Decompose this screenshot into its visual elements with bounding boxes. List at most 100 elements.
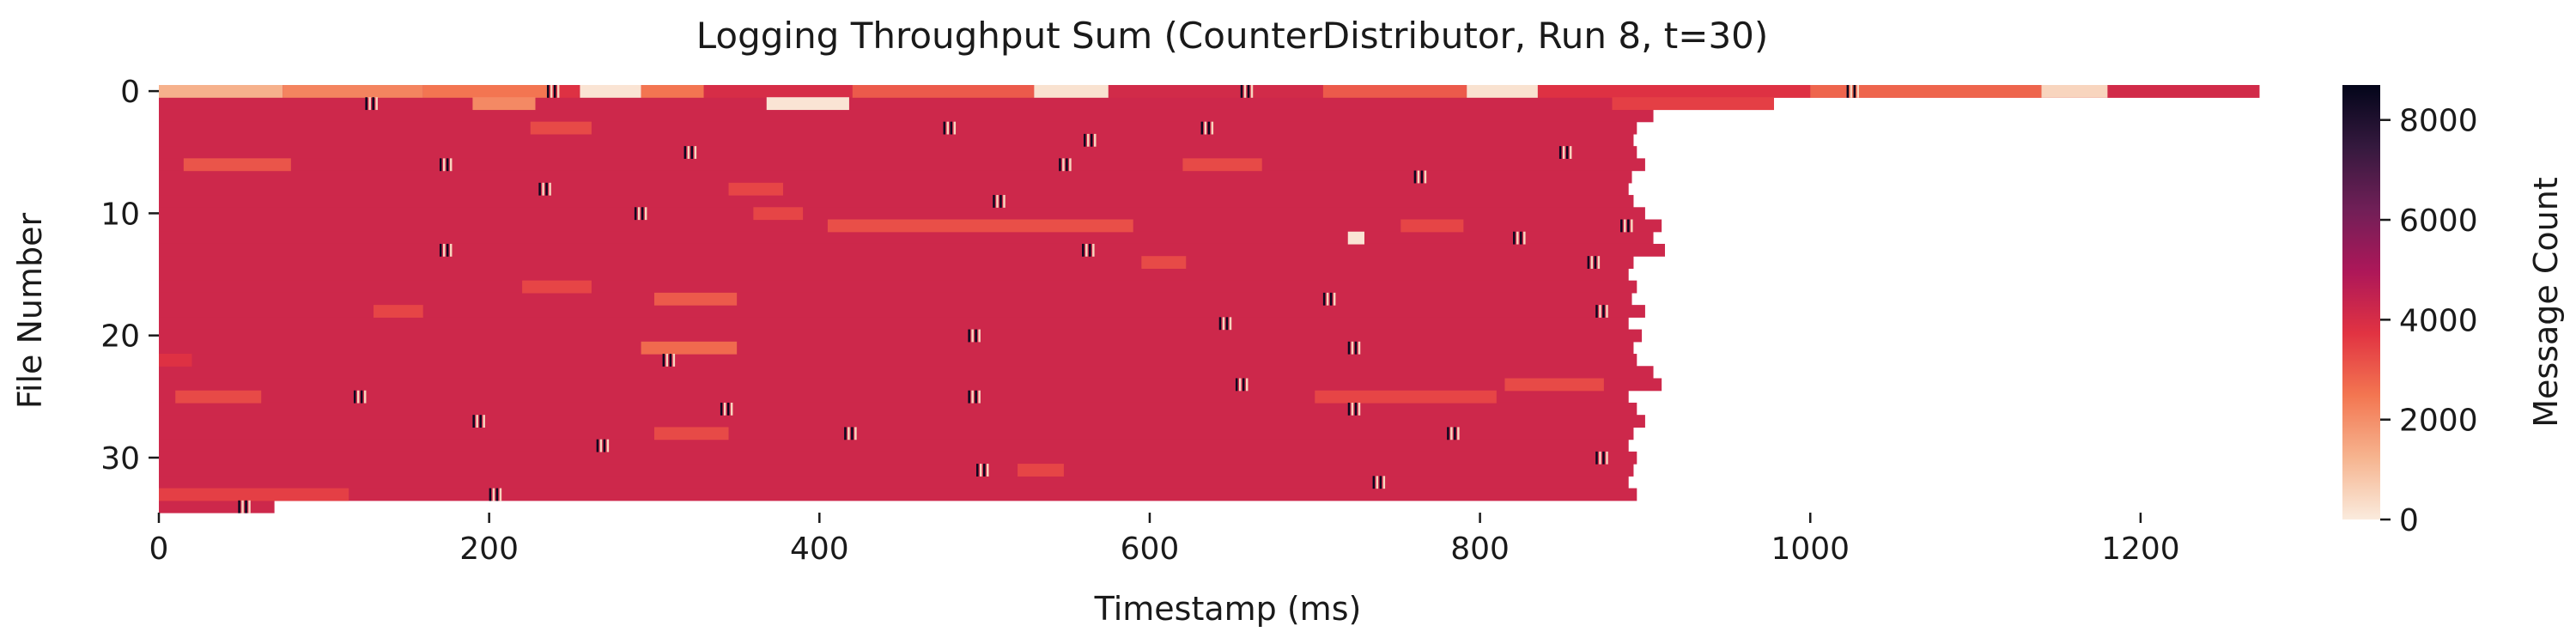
heatmap-spike	[446, 243, 449, 257]
heatmap-spike	[1379, 476, 1382, 489]
heatmap-segments	[159, 85, 2260, 501]
heatmap-segment	[1467, 85, 1538, 98]
heatmap-spike	[368, 97, 371, 111]
heatmap-spike	[971, 329, 974, 343]
heatmap-row	[159, 476, 1629, 489]
heatmap-row	[159, 354, 1637, 367]
heatmap-segment	[653, 427, 729, 440]
heatmap-segment	[374, 305, 423, 318]
heatmap-spike	[556, 85, 560, 98]
heatmap-spike	[1243, 85, 1247, 98]
heatmap-row	[159, 500, 275, 513]
heatmap-spike	[1424, 170, 1427, 184]
heatmap-spike	[1094, 133, 1097, 147]
heatmap-segment	[1400, 219, 1464, 233]
heatmap-row	[159, 256, 1634, 270]
heatmap-spike	[1084, 133, 1086, 147]
heatmap-spike	[1229, 317, 1232, 331]
heatmap-spike	[1606, 305, 1608, 318]
heatmap-row	[159, 133, 1634, 147]
heatmap-segment	[159, 354, 192, 367]
heatmap-spike	[442, 243, 446, 257]
heatmap-segment	[422, 85, 547, 98]
heatmap-spike	[1326, 292, 1329, 306]
heatmap-spike	[1066, 158, 1068, 172]
colorbar-ticks: 0 2000 4000 6000 8000	[2380, 104, 2478, 538]
heatmap-spike	[690, 146, 694, 159]
x-tick-label: 1200	[2101, 532, 2180, 567]
heatmap-spike	[248, 500, 251, 513]
heatmap-spike	[1347, 341, 1351, 355]
colorbar-tick-label: 4000	[2399, 303, 2478, 338]
y-axis: 0 10 20 30	[100, 75, 159, 477]
heatmap-segment	[1810, 85, 2042, 98]
heatmap-spike	[637, 207, 641, 221]
heatmap-row	[159, 121, 1637, 135]
heatmap-spike	[1454, 427, 1456, 440]
heatmap-spike	[953, 121, 957, 135]
heatmap-spike	[1062, 158, 1065, 172]
heatmap-spike	[1447, 427, 1449, 440]
heatmap-spike	[596, 439, 599, 453]
heatmap-spike	[1333, 292, 1336, 306]
heatmap-spike	[946, 121, 950, 135]
heatmap-spike	[1853, 85, 1856, 98]
heatmap-spike	[975, 329, 977, 343]
heatmap-spike	[993, 195, 995, 208]
heatmap-segment	[1108, 85, 1323, 98]
heatmap-spike	[479, 415, 482, 428]
heatmap-cells	[159, 85, 2260, 513]
heatmap-spike	[353, 390, 356, 404]
heatmap-segment	[159, 488, 349, 501]
x-tick-label: 600	[1121, 532, 1180, 567]
heatmap-spike	[439, 243, 442, 257]
heatmap-spike	[1211, 121, 1214, 135]
heatmap-spike	[975, 390, 977, 404]
heatmap-row	[159, 317, 1629, 331]
heatmap-spike	[1240, 85, 1243, 98]
heatmap-spike	[603, 439, 606, 453]
heatmap-spike	[1204, 121, 1207, 135]
heatmap-spike	[672, 354, 676, 367]
heatmap-spike	[1417, 170, 1420, 184]
heatmap-spike	[546, 85, 550, 98]
heatmap-segment	[1347, 231, 1364, 245]
heatmap-row	[159, 378, 1662, 392]
y-tick-label: 10	[100, 197, 140, 232]
heatmap-segment	[1537, 85, 1811, 98]
y-tick-label: 30	[100, 441, 140, 477]
heatmap-row	[159, 341, 1634, 355]
heatmap-spike	[442, 158, 446, 172]
heatmap-spike	[1413, 170, 1417, 184]
heatmap-row	[159, 427, 1634, 440]
heatmap-spike	[1358, 341, 1361, 355]
heatmap-spike	[730, 402, 733, 416]
heatmap-spike	[1450, 427, 1453, 440]
heatmap-spike	[538, 182, 541, 196]
heatmap-spike	[1606, 451, 1608, 465]
heatmap-spike	[495, 488, 499, 501]
heatmap-spike	[1069, 158, 1072, 172]
heatmap-spike	[356, 390, 360, 404]
heatmap-spike	[1631, 219, 1633, 233]
heatmap-spike	[1562, 146, 1565, 159]
heatmap-spike	[851, 427, 854, 440]
heatmap-spike	[1595, 451, 1598, 465]
heatmap-spike	[669, 354, 672, 367]
heatmap-spike	[1523, 231, 1526, 245]
heatmap-spike	[1372, 476, 1376, 489]
heatmap-segment	[183, 158, 291, 172]
heatmap-spike	[683, 146, 687, 159]
heatmap-spikes	[238, 85, 1860, 513]
heatmap-row	[159, 488, 1637, 501]
heatmap-segment	[703, 85, 853, 98]
heatmap-spike	[694, 146, 697, 159]
heatmap-row	[159, 97, 1774, 111]
heatmap-row	[159, 231, 1654, 245]
heatmap-spike	[1597, 256, 1601, 270]
heatmap-spike	[1245, 378, 1249, 392]
heatmap-spike	[1329, 292, 1333, 306]
x-tick-label: 0	[149, 532, 169, 567]
heatmap-segment	[1504, 378, 1604, 392]
heatmap-segment	[175, 390, 262, 404]
